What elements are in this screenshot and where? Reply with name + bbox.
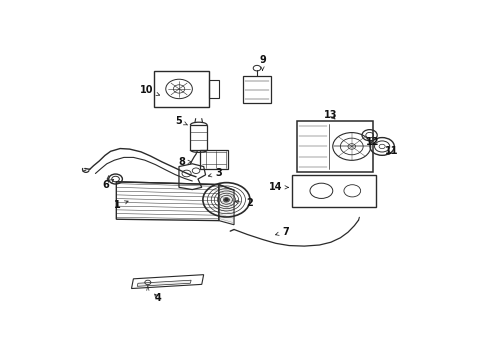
Text: 1: 1 — [114, 201, 128, 210]
Bar — [243, 76, 271, 103]
Text: 7: 7 — [275, 227, 289, 237]
Text: 14: 14 — [269, 183, 289, 192]
Polygon shape — [137, 280, 191, 286]
Text: 9: 9 — [259, 55, 266, 71]
Text: 11: 11 — [385, 146, 398, 156]
Text: 5: 5 — [175, 116, 188, 126]
Text: 3: 3 — [208, 168, 222, 179]
Bar — [154, 71, 209, 107]
Text: 8: 8 — [178, 157, 192, 167]
Text: 13: 13 — [324, 110, 338, 120]
Bar — [209, 80, 219, 98]
Polygon shape — [219, 185, 234, 225]
Bar — [292, 175, 376, 207]
Text: 2: 2 — [235, 198, 253, 208]
Text: 6: 6 — [103, 180, 114, 190]
Text: 12: 12 — [366, 136, 379, 147]
Bar — [200, 150, 228, 169]
Text: 4: 4 — [155, 293, 162, 303]
Text: 10: 10 — [140, 85, 160, 95]
Bar — [190, 125, 207, 150]
Bar — [297, 121, 373, 172]
Circle shape — [224, 198, 228, 201]
